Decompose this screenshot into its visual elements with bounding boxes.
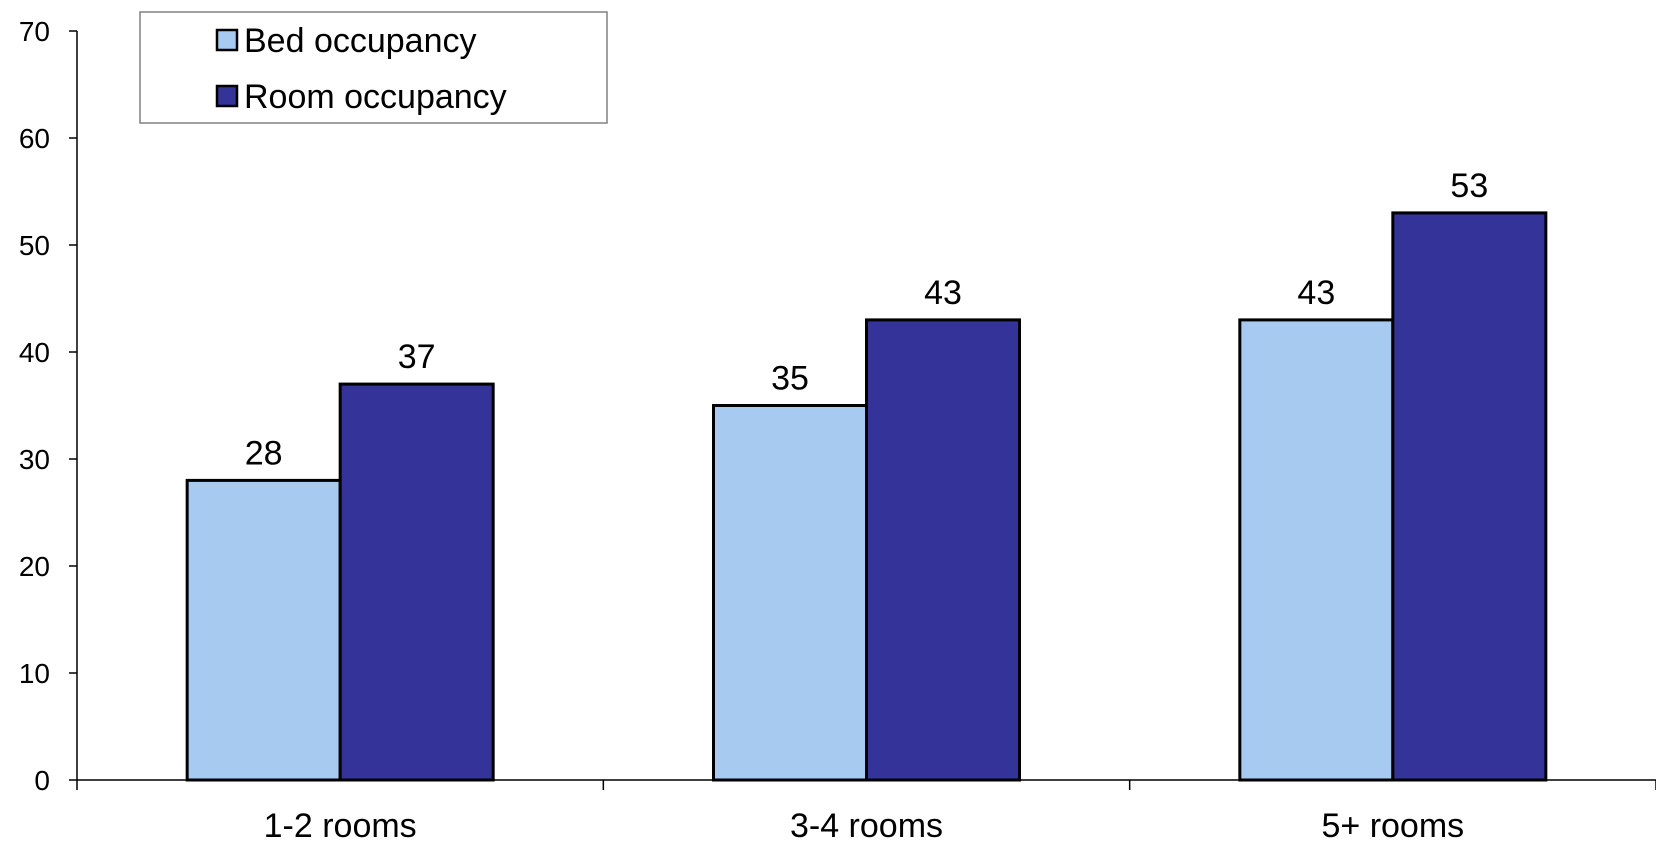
bar-bed-occupancy-5-rooms [1238,318,1395,782]
y-tick-label: 70 [19,16,50,47]
data-label: 37 [398,338,436,376]
bars-layer [185,211,1548,782]
x-category-label: 5+ rooms [1321,807,1464,845]
legend-label: Room occupancy [244,78,507,116]
bar-room-occupancy-5-rooms [1391,211,1548,782]
legend-swatch [215,28,239,52]
y-tick-label: 60 [19,123,50,154]
y-tick-label: 50 [19,230,50,261]
legend-label: Bed occupancy [244,22,477,60]
x-category-label: 1-2 rooms [264,807,417,845]
data-label: 43 [924,274,962,312]
bar-bed-occupancy-3-4-rooms [712,404,868,782]
bar-room-occupancy-3-4-rooms [865,318,1021,782]
data-label: 53 [1450,167,1488,205]
data-label: 43 [1297,274,1335,312]
data-label: 35 [771,360,809,398]
y-tick-label: 0 [34,765,50,796]
legend: Bed occupancy Room occupancy [139,11,608,124]
y-tick-label: 30 [19,444,50,475]
y-tick-label: 10 [19,658,50,689]
bar-room-occupancy-1-2-rooms [338,382,495,782]
bar-bed-occupancy-1-2-rooms [185,478,342,782]
data-labels-layer: 28 37 35 43 43 53 [245,167,1488,473]
legend-swatch [215,84,239,108]
axes-layer: 0 10 20 30 40 50 60 70 1-2 rooms 3-4 rooms 5+ room… [19,16,1656,845]
x-category-label: 3-4 rooms [790,807,943,845]
y-tick-label: 20 [19,551,50,582]
data-label: 28 [245,434,283,472]
y-tick-label: 40 [19,337,50,368]
